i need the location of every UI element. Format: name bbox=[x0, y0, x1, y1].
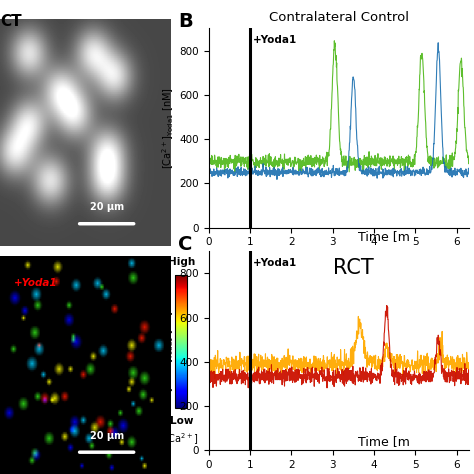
Text: RCT: RCT bbox=[333, 258, 374, 278]
Text: Time [m: Time [m bbox=[358, 230, 410, 243]
Text: +Yoda1: +Yoda1 bbox=[253, 35, 297, 45]
Text: 20 μm: 20 μm bbox=[90, 202, 124, 212]
Text: [Ca$^{2+}$]: [Ca$^{2+}$] bbox=[164, 431, 199, 447]
Text: CT: CT bbox=[0, 14, 22, 29]
Text: High: High bbox=[168, 257, 195, 267]
Text: Low: Low bbox=[170, 416, 193, 426]
Text: Time [m: Time [m bbox=[358, 435, 410, 448]
Text: +Yoda1: +Yoda1 bbox=[253, 258, 297, 268]
Y-axis label: [Ca$^{2+}$]$_{\mathrm{Yoda1}}$ [nM]: [Ca$^{2+}$]$_{\mathrm{Yoda1}}$ [nM] bbox=[161, 87, 176, 169]
Text: +Yoda1: +Yoda1 bbox=[14, 278, 57, 288]
Text: B: B bbox=[178, 12, 192, 31]
Text: 20 μm: 20 μm bbox=[90, 431, 124, 441]
Title: Contralateral Control: Contralateral Control bbox=[269, 11, 409, 25]
Y-axis label: [Ca$^{2+}$]$_{\mathrm{Yoda1}}$ [nM]: [Ca$^{2+}$]$_{\mathrm{Yoda1}}$ [nM] bbox=[161, 310, 176, 392]
Text: C: C bbox=[178, 235, 192, 254]
